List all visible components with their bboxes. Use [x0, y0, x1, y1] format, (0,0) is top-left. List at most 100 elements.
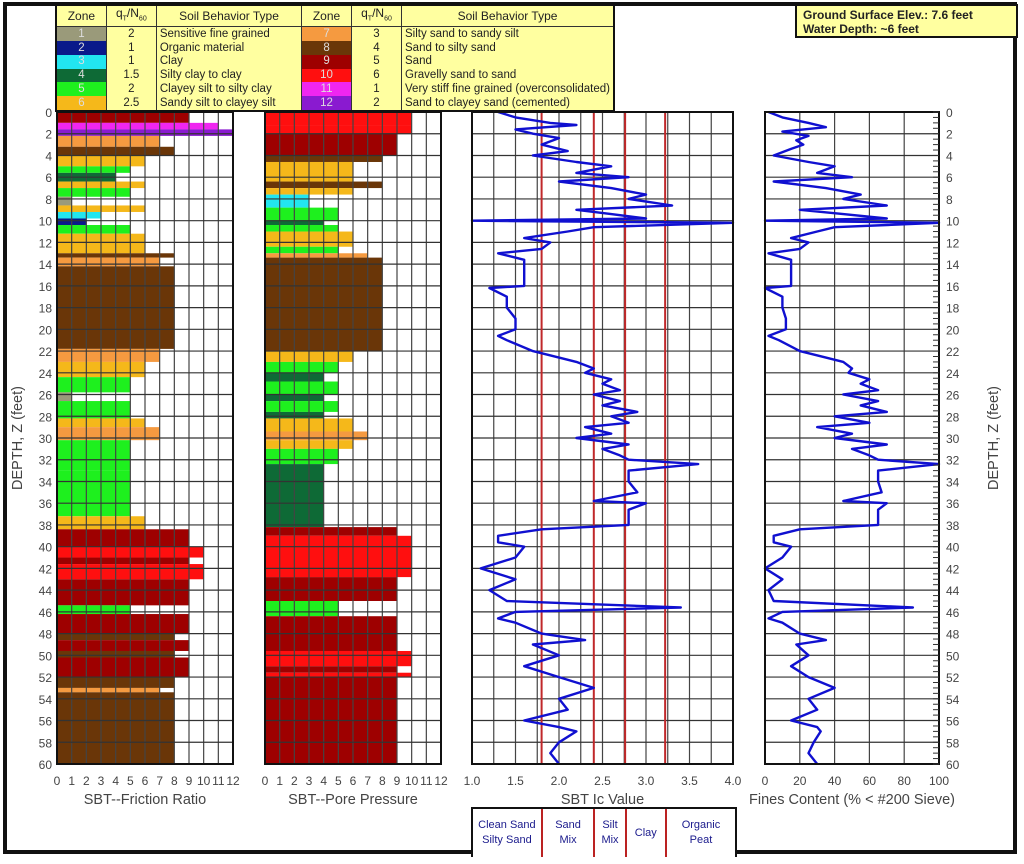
ic-classification-box: Clean Sand Silty Sand Sand Mix Silt Mix Clay Or… — [471, 807, 737, 857]
x-tick-label: 4 — [112, 774, 119, 788]
sbt-layer — [57, 470, 131, 517]
x-tick-label: 12 — [226, 774, 240, 788]
sbt-layer — [57, 687, 160, 693]
x-tick-label: 5 — [335, 774, 342, 788]
depth-tick-label: 40 — [946, 541, 960, 555]
depth-tick-label: 14 — [946, 258, 960, 272]
legend-zone-swatch: 8 — [301, 40, 352, 55]
x-tick-label: 80 — [898, 774, 912, 788]
sbt-layer — [265, 577, 397, 601]
sbt-layer — [57, 529, 189, 547]
x-tick-label: 0 — [762, 774, 769, 788]
legend-zone-swatch: 6 — [57, 96, 107, 110]
depth-tick-label: 24 — [39, 367, 53, 381]
data-line — [763, 110, 941, 765]
depth-axis-title-right: DEPTH, Z (feet) — [986, 386, 1002, 490]
depth-tick-label: 36 — [946, 497, 960, 511]
sbt-layer — [265, 225, 339, 232]
depth-tick-label: 2 — [946, 128, 953, 142]
legend-soil-type: Sensitive fine grained — [155, 26, 302, 41]
legend-header-qn: qT/N60 — [105, 6, 157, 27]
depth-tick-label: 50 — [39, 649, 53, 663]
depth-tick-label: 38 — [946, 519, 960, 533]
sbt-layer — [57, 557, 189, 565]
depth-tick-label: 34 — [39, 475, 53, 489]
sbt-layer — [265, 601, 339, 617]
depth-tick-label: 56 — [946, 715, 960, 729]
sbt-layer — [57, 112, 189, 123]
x-axis-title: SBT Ic Value — [561, 792, 644, 808]
depth-tick-label: 36 — [39, 497, 53, 511]
depth-tick-label: 46 — [39, 606, 53, 620]
depth-tick-label: 4 — [946, 149, 953, 163]
x-tick-label: 5 — [127, 774, 134, 788]
depth-tick-label: 58 — [946, 736, 960, 750]
sbt-layer — [57, 257, 160, 267]
sbt-layer — [57, 348, 160, 362]
x-tick-label: 2 — [83, 774, 90, 788]
legend-zone-swatch: 5 — [57, 82, 107, 97]
ic-class-cell: Organic Peat — [681, 819, 721, 846]
sbt-layer — [265, 133, 397, 156]
legend-qn-value: 1 — [105, 40, 157, 55]
depth-tick-label: 46 — [946, 606, 960, 620]
x-tick-label: 10 — [197, 774, 211, 788]
depth-tick-label: 50 — [946, 649, 960, 663]
depth-tick-label: 44 — [39, 584, 53, 598]
depth-tick-label: 32 — [39, 454, 53, 468]
legend-row: 1 2 Sensitive fine grained 7 3 Silty sand to … — [57, 26, 613, 41]
legend-qn-value: 4 — [350, 40, 402, 55]
legend-qn-value: 6 — [350, 68, 402, 83]
ic-class-cell: Sand Mix — [543, 809, 596, 857]
ground-surface-elevation: Ground Surface Elev.: 7.6 feet — [803, 8, 973, 22]
legend-qn-value: 1 — [105, 54, 157, 69]
x-tick-label: 4 — [320, 774, 327, 788]
legend-qn-value: 5 — [350, 54, 402, 69]
sbt-layer — [57, 122, 219, 130]
x-tick-label: 1 — [276, 774, 283, 788]
left-depth-axis: 0246810121416182022242628303234363840424… — [10, 106, 52, 772]
depth-tick-label: 18 — [946, 302, 960, 316]
depth-tick-label: 22 — [39, 345, 53, 359]
depth-tick-label: 54 — [946, 693, 960, 707]
x-tick-label: 2.0 — [551, 774, 568, 788]
ic-class-cell: Clay — [627, 809, 667, 857]
x-tick-label: 9 — [394, 774, 401, 788]
x-tick-label: 1.0 — [464, 774, 481, 788]
sbt-legend-table: Zone qT/N60 Soil Behavior Type Zone qT/N… — [57, 6, 613, 110]
sbt-layer — [265, 431, 368, 441]
legend-zone-swatch: 11 — [301, 82, 352, 97]
depth-tick-label: 12 — [39, 236, 53, 250]
legend-zone-swatch: 1 — [57, 26, 107, 41]
sbt-layer — [57, 225, 131, 234]
fines-content-chart: 0 20 40 60 80 100 Fines Content (% < #200 Siev… — [749, 110, 955, 808]
depth-tick-label: 52 — [39, 671, 53, 685]
depth-tick-label: 18 — [39, 302, 53, 316]
depth-tick-label: 20 — [39, 323, 53, 337]
depth-tick-label: 14 — [39, 258, 53, 272]
x-tick-label: 60 — [863, 774, 877, 788]
depth-tick-label: 22 — [946, 345, 960, 359]
depth-tick-label: 60 — [39, 758, 53, 772]
legend-qn-value: 2.5 — [105, 96, 157, 110]
depth-tick-label: 40 — [39, 541, 53, 555]
depth-tick-label: 28 — [39, 410, 53, 424]
legend-qn-value: 1 — [350, 82, 402, 97]
legend-soil-type: Silty sand to sandy silt — [401, 26, 613, 41]
x-axis-title: SBT--Pore Pressure — [288, 792, 418, 808]
legend-qn-value: 2 — [105, 26, 157, 41]
legend-zone-swatch: 10 — [301, 68, 352, 83]
legend-header-sbt-2: Soil Behavior Type — [401, 6, 613, 27]
sbt-layer — [265, 381, 339, 395]
legend-soil-type: Clayey silt to silty clay — [155, 82, 302, 97]
legend-header-sbt: Soil Behavior Type — [155, 6, 302, 27]
legend-soil-type: Sandy silt to clayey silt — [155, 96, 302, 110]
sbt-layer — [57, 188, 131, 197]
sbt-layer — [57, 377, 131, 393]
depth-tick-label: 8 — [45, 193, 52, 207]
depth-tick-label: 30 — [946, 432, 960, 446]
depth-tick-label: 42 — [39, 562, 53, 576]
sbt-layer — [57, 614, 189, 634]
